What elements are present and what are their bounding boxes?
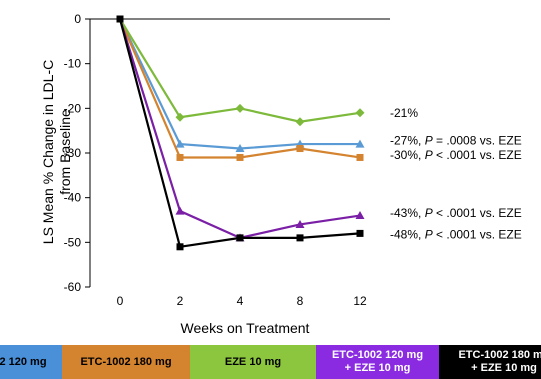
y-tick-label: -30	[64, 146, 82, 160]
series-1	[116, 15, 365, 153]
x-tick-label: 2	[177, 294, 184, 308]
x-axis-title: Weeks on Treatment	[181, 320, 310, 336]
data-point	[236, 153, 244, 161]
legend-label: ETC-1002 180 mg	[80, 355, 172, 368]
data-point	[355, 108, 365, 118]
series-4	[116, 15, 365, 242]
legend-item: EZE 10 mg	[190, 345, 316, 379]
data-point	[175, 139, 185, 148]
x-tick-label: 8	[297, 294, 304, 308]
legend-label: ETC-1002 120 mg + EZE 10 mg	[331, 349, 424, 374]
x-tick-label: 0	[117, 294, 124, 308]
y-axis-title: LS Mean % Change in LDL-Cfrom Baseline	[40, 60, 73, 244]
end-label: -30%, P < .0001 vs. EZE	[390, 148, 522, 162]
legend-label: ETC-1002 180 mg + EZE 10 mg	[458, 349, 541, 374]
series-line	[119, 18, 360, 150]
data-point	[295, 219, 305, 228]
legend: ETC-1002 120 mg ETC-1002 180 mg EZE 10 mg E…	[0, 345, 541, 379]
end-label: -21%	[390, 106, 418, 120]
y-axis-title-line: from Baseline	[57, 109, 73, 195]
data-point	[236, 234, 244, 242]
data-point	[355, 139, 365, 148]
x-tick-label: 12	[353, 294, 367, 308]
y-tick-label: -10	[64, 57, 82, 71]
y-tick-label: -40	[64, 191, 82, 205]
data-point	[355, 211, 365, 220]
series-line	[118, 18, 361, 240]
data-point	[296, 145, 304, 153]
x-tick-label: 4	[237, 294, 244, 308]
data-point	[176, 243, 184, 251]
data-point	[116, 15, 124, 23]
y-tick-label: 0	[74, 12, 81, 26]
data-point	[356, 153, 364, 161]
legend-label: ETC-1002 120 mg	[0, 355, 47, 368]
y-tick-label: -20	[64, 101, 82, 115]
y-tick-label: -50	[64, 235, 82, 249]
legend-item: ETC-1002 120 mg + EZE 10 mg	[316, 345, 439, 379]
legend-item: ETC-1002 180 mg	[62, 345, 190, 379]
y-tick-label: -60	[64, 280, 82, 294]
end-label: -48%, P < .0001 vs. EZE	[390, 227, 522, 241]
data-point	[295, 117, 305, 127]
y-axis-title-line: LS Mean % Change in LDL-C	[40, 60, 56, 244]
series-3	[116, 15, 365, 127]
legend-label: EZE 10 mg	[224, 355, 282, 368]
legend-item: ETC-1002 180 mg + EZE 10 mg	[439, 345, 541, 379]
data-point	[175, 206, 185, 215]
data-point	[235, 144, 245, 153]
data-point	[356, 229, 364, 237]
data-point	[175, 112, 185, 122]
end-label: -43%, P < .0001 vs. EZE	[390, 206, 522, 220]
series-5	[116, 15, 364, 251]
data-point	[235, 103, 245, 113]
data-point	[296, 234, 304, 242]
legend-item: ETC-1002 120 mg	[0, 345, 62, 379]
end-label: -27%, P = .0008 vs. EZE	[390, 133, 522, 147]
data-point	[176, 153, 184, 161]
